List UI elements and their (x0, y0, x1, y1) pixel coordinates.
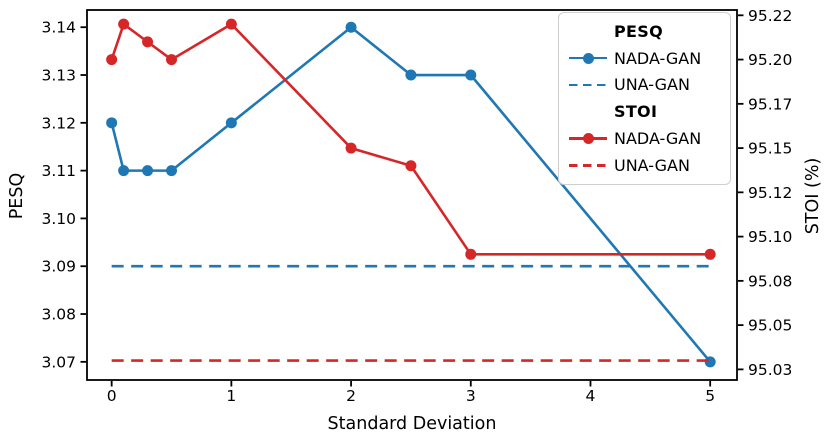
y-axis-label-left: PESQ (7, 173, 27, 220)
y-axis-label-right: STOI (%) (803, 158, 823, 235)
svg-text:5: 5 (705, 387, 715, 405)
svg-text:95.12: 95.12 (748, 184, 792, 202)
legend: PESQ NADA-GAN UNA-GAN STOI NADA-GAN (558, 12, 731, 185)
legend-empty-handle (568, 18, 614, 45)
svg-text:3.07: 3.07 (41, 353, 76, 371)
svg-text:3.08: 3.08 (41, 306, 76, 324)
legend-section-title-stoi: STOI (568, 98, 722, 125)
legend-entry-pesq-nada-gan: NADA-GAN (568, 45, 722, 72)
svg-text:1: 1 (226, 387, 236, 405)
svg-text:95.10: 95.10 (748, 228, 792, 246)
svg-text:95.08: 95.08 (748, 272, 792, 290)
legend-section-title-pesq: PESQ (568, 18, 722, 45)
legend-line-sample-solid-blue-icon (568, 45, 614, 72)
legend-line-sample-dashed-red-icon (568, 152, 614, 179)
legend-entry-pesq-una-gan: UNA-GAN (568, 72, 722, 99)
x-axis-label: Standard Deviation (328, 414, 497, 434)
legend-line-sample-solid-red-icon (568, 125, 614, 152)
plot-series-and-ticks: 0 1 2 3 4 5 3.07 3.08 3.09 3.10 3.11 3.12 3.13 3.14 95… (41, 7, 792, 405)
legend-empty-handle (568, 98, 614, 125)
svg-text:2: 2 (346, 387, 356, 405)
svg-text:3.11: 3.11 (41, 162, 76, 180)
svg-text:3.12: 3.12 (41, 114, 76, 132)
legend-entry-stoi-nada-gan: NADA-GAN (568, 125, 722, 152)
svg-text:3: 3 (466, 387, 476, 405)
svg-text:3.09: 3.09 (41, 258, 76, 276)
svg-text:95.15: 95.15 (748, 140, 792, 158)
svg-text:0: 0 (107, 387, 117, 405)
svg-text:95.17: 95.17 (748, 95, 792, 113)
svg-text:95.05: 95.05 (748, 317, 792, 335)
svg-text:3.10: 3.10 (41, 210, 76, 228)
svg-text:95.03: 95.03 (748, 361, 792, 379)
svg-text:95.22: 95.22 (748, 7, 792, 25)
svg-text:95.20: 95.20 (748, 51, 792, 69)
svg-text:3.13: 3.13 (41, 67, 76, 85)
svg-text:4: 4 (586, 387, 596, 405)
svg-text:3.14: 3.14 (41, 19, 76, 37)
legend-entry-stoi-una-gan: UNA-GAN (568, 152, 722, 179)
legend-line-sample-dashed-blue-icon (568, 72, 614, 99)
